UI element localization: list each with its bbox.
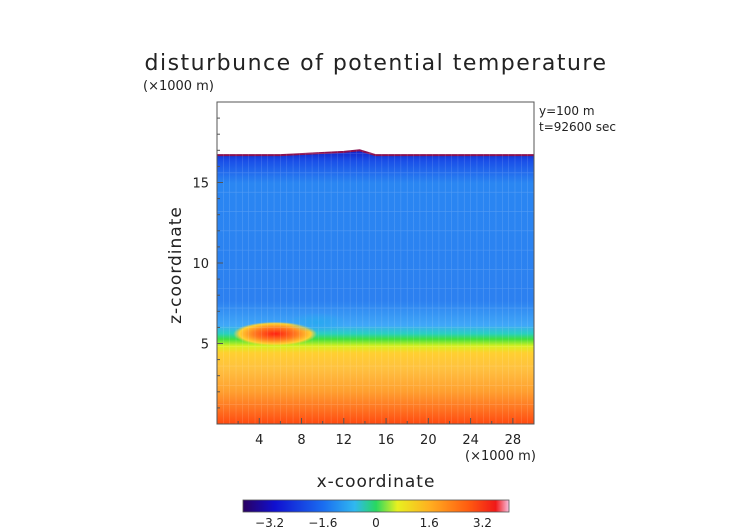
x-axis-unit: (×1000 m) (465, 449, 536, 464)
x-tick-label: 4 (255, 433, 263, 448)
y-tick-label: 15 (192, 177, 209, 192)
colorbar-tick-label: −1.6 (308, 516, 337, 530)
y-axis-label: z-coordinate (166, 206, 186, 324)
colorbar-ticks: −3.2 −1.6 0 1.6 3.2 (255, 516, 492, 530)
x-tick-label: 16 (378, 433, 395, 448)
y-axis-unit: (×1000 m) (143, 79, 214, 94)
colorbar (242, 499, 510, 513)
x-tick-label: 8 (297, 433, 305, 448)
domain-top-line (217, 149, 534, 157)
x-tick-label: 20 (420, 433, 437, 448)
y-tick-label: 10 (192, 257, 209, 272)
annotation-1: t=92600 sec (539, 120, 616, 134)
mesh-grid (217, 150, 534, 424)
annotations: y=100 m t=92600 sec (539, 104, 616, 134)
x-tick-label: 24 (462, 433, 479, 448)
colorbar-tick-label: 0 (372, 516, 380, 530)
feature-cool-tongue (287, 312, 348, 333)
chart-title: disturbunce of potential temperature (145, 51, 608, 76)
x-tick-label: 12 (336, 433, 353, 448)
x-tick-label: 28 (505, 433, 522, 448)
field-region (217, 150, 534, 424)
y-tick-label: 5 (201, 338, 209, 353)
colorbar-tick-label: −3.2 (255, 516, 284, 530)
x-axis-label: x-coordinate (317, 472, 436, 492)
colorbar-tick-label: 3.2 (473, 516, 492, 530)
y-axis-ticks: 5 10 15 (192, 117, 223, 409)
x-axis-ticks: 4 8 12 16 20 24 28 (237, 418, 535, 448)
colorbar-tick-label: 1.6 (420, 516, 439, 530)
heatmap-field (217, 149, 534, 424)
annotation-0: y=100 m (539, 104, 595, 118)
